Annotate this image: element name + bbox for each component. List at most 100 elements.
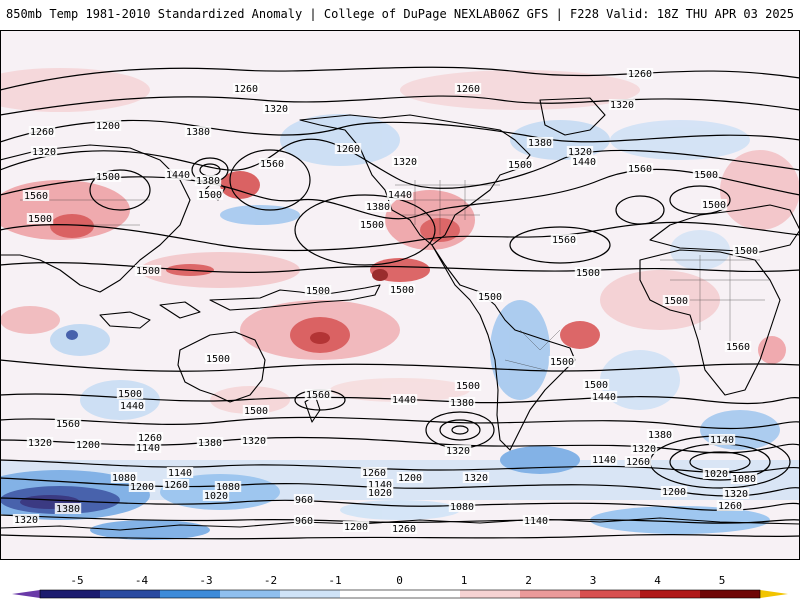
colorbar-tick-label: 2: [525, 574, 532, 587]
contour-label: 1560: [726, 342, 750, 353]
colorbar-swatch: [400, 590, 461, 598]
contour-label-bg: [304, 389, 332, 400]
contour-label: 1020: [704, 469, 728, 480]
contour-label-bg: [716, 500, 744, 511]
contour-label-bg: [448, 397, 476, 408]
contour-label-bg: [360, 467, 388, 478]
colorbar-tick-label: 3: [590, 574, 597, 587]
colorbar-low-extension: [12, 590, 40, 598]
contour-label-bg: [164, 169, 192, 180]
contour-label: 1440: [392, 395, 416, 406]
colorbar-tick-label: -2: [264, 574, 277, 587]
contour-label-bg: [184, 126, 212, 137]
contour-label-bg: [30, 146, 58, 157]
contour-label: 1260: [138, 433, 162, 444]
contour-label-bg: [166, 467, 194, 478]
contour-label-bg: [366, 487, 394, 498]
contour-label: 1080: [450, 502, 474, 513]
contour-label-bg: [232, 83, 260, 94]
contour-label: 1380: [648, 430, 672, 441]
contour-label: 1320: [32, 147, 56, 158]
colorbar-swatch: [100, 590, 161, 598]
contour-label-bg: [454, 380, 482, 391]
colorbar-tick-label: 1: [461, 574, 468, 587]
contour-label: 1320: [446, 446, 470, 457]
contour-label: 1560: [24, 191, 48, 202]
contour-label-bg: [388, 284, 416, 295]
contour-label: 1200: [130, 482, 154, 493]
contour-label-bg: [136, 432, 164, 443]
map-title: 850mb Temp 1981-2010 Standardized Anomal…: [6, 7, 498, 21]
contour-label: 1380: [196, 176, 220, 187]
contour-label-bg: [448, 501, 476, 512]
colorbar-swatch: [280, 590, 341, 598]
contour-label: 1500: [390, 285, 414, 296]
contour-label-bg: [570, 156, 598, 167]
contour-label-bg: [94, 120, 122, 131]
contour-label: 1560: [552, 235, 576, 246]
contour-label-bg: [26, 437, 54, 448]
contour-label: 1500: [96, 172, 120, 183]
contour-label: 1020: [204, 491, 228, 502]
colorbar-swatch: [340, 590, 401, 598]
contour-label: 1380: [56, 504, 80, 515]
contour-label: 1140: [368, 480, 392, 491]
contour-label-bg: [660, 486, 688, 497]
contour-label: 1500: [244, 406, 268, 417]
contour-label: 1500: [550, 357, 574, 368]
colorbar-swatch: [700, 590, 761, 598]
contour-label: 1140: [524, 516, 548, 527]
contour-label: 1140: [710, 435, 734, 446]
contour-label-bg: [646, 429, 674, 440]
contour-label: 1380: [186, 127, 210, 138]
colorbar-swatch: [520, 590, 581, 598]
contour-label-bg: [700, 199, 728, 210]
contour-label-bg: [293, 515, 315, 526]
contour-label-bg: [28, 126, 56, 137]
contour-label: 1320: [393, 157, 417, 168]
colorbar-swatch: [40, 590, 101, 598]
contour-label: 1260: [336, 144, 360, 155]
contour-label: 1560: [56, 419, 80, 430]
contour-label-bg: [454, 83, 482, 94]
colorbar-ticks: -5 -4 -3 -2 -1 0 1 2 3 4 5: [70, 574, 725, 587]
colorbar-swatch: [640, 590, 701, 598]
contour-label: 1020: [368, 488, 392, 499]
contour-label-bg: [708, 434, 736, 445]
contour-label-bg: [582, 379, 610, 390]
contour-label: 1260: [392, 524, 416, 535]
contour-label: 1500: [576, 268, 600, 279]
contour-label: 1320: [264, 104, 288, 115]
colorbar-swatch: [580, 590, 641, 598]
contour-label-bg: [258, 158, 286, 169]
contour-label-bg: [293, 494, 315, 505]
contour-label: 1260: [234, 84, 258, 95]
anomaly-colorbar: -5 -4 -3 -2 -1 0 1 2 3 4 5: [0, 560, 800, 600]
contour-label-bg: [590, 454, 618, 465]
contour-label: 1200: [398, 473, 422, 484]
contour-label: 1500: [206, 354, 230, 365]
contour-label: 1320: [14, 515, 38, 526]
contour-label: 1500: [456, 381, 480, 392]
contour-label: 1380: [366, 202, 390, 213]
contour-label: 1260: [718, 501, 742, 512]
colorbar-swatch: [160, 590, 221, 598]
weather-map: 1260 1260 1260 1320 1320 1200 1260 1380 1320 1260…: [0, 30, 800, 560]
contour-label-bg: [54, 503, 82, 514]
contour-label: 1560: [306, 390, 330, 401]
run-valid-time: 06Z GFS | F228 Valid: 18Z THU APR 03 202…: [497, 7, 794, 21]
contour-label: 1440: [120, 401, 144, 412]
contour-label: 1140: [592, 455, 616, 466]
contour-label: 1500: [734, 246, 758, 257]
contour-label-bg: [54, 418, 82, 429]
contour-label-bg: [134, 442, 162, 453]
contour-label-bg: [526, 137, 554, 148]
contour-label: 1200: [344, 522, 368, 533]
contour-label: 960: [295, 516, 313, 527]
contour-label-bg: [364, 201, 392, 212]
contour-label-bg: [358, 219, 386, 230]
contour-label-bg: [342, 521, 370, 532]
contour-label-bg: [94, 171, 122, 182]
contour-label: 1080: [112, 473, 136, 484]
contour-label-bg: [444, 445, 472, 456]
